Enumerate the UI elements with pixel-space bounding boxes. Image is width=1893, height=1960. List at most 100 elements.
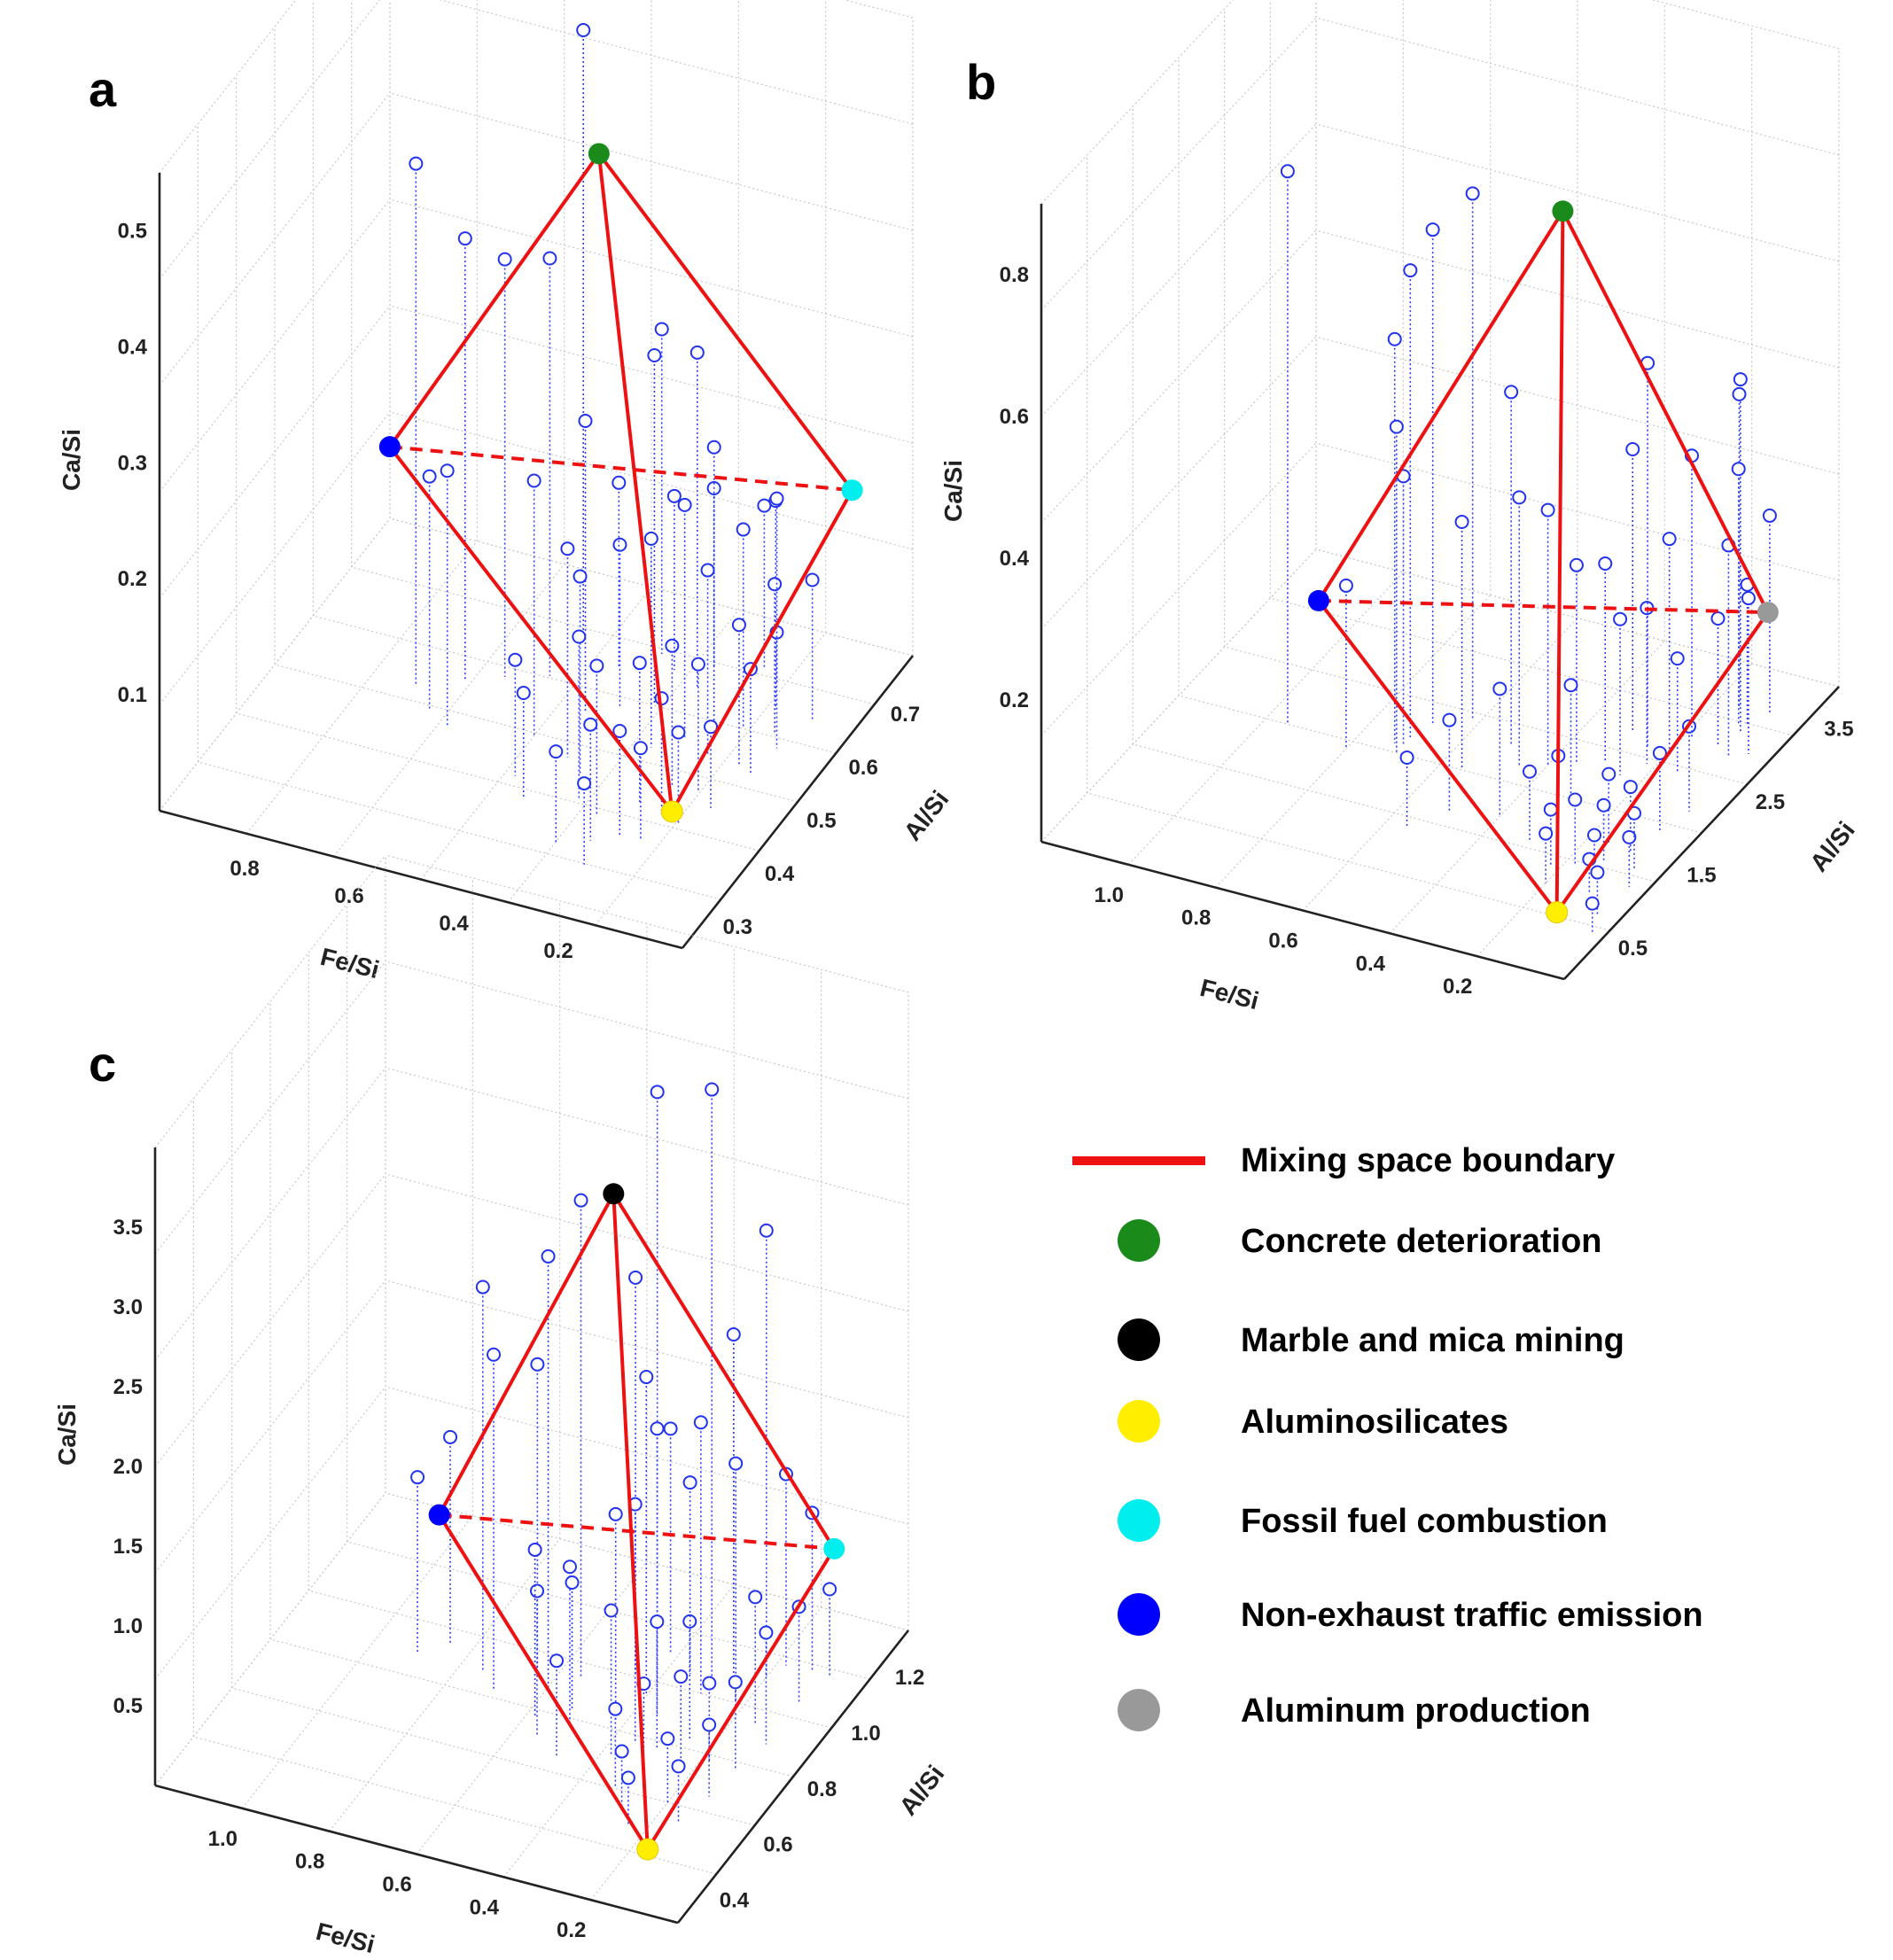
- data-point: [822, 1582, 837, 1597]
- panel-b-fe-tick: 0.2: [1443, 975, 1472, 999]
- data-point: [731, 618, 746, 633]
- data-point: [666, 488, 682, 503]
- data-point: [1387, 331, 1402, 346]
- panel-b-points: [1280, 164, 1777, 932]
- data-point: [1622, 829, 1637, 844]
- boundary-edge: [388, 152, 601, 448]
- end-member-marker: [1307, 589, 1329, 611]
- data-point: [1568, 792, 1583, 807]
- end-member-marker: [1757, 602, 1779, 624]
- plot-b: 1.0 0.8 0.6 0.4 0.2 0.5 1.5 2.5 3.5 0.2 0.4 0.6 0.8 F…: [939, 0, 1860, 1015]
- data-point: [702, 1676, 717, 1691]
- data-point: [728, 1675, 743, 1690]
- panel-c-ca-tick: 2.5: [113, 1375, 143, 1399]
- data-point: [508, 652, 523, 667]
- panel-c-axes: 1.0 0.8 0.6 0.4 0.2 0.4 0.6 0.8 1.0 1.2 0.5 1.0 1.5 2…: [53, 1147, 949, 1958]
- data-point: [1625, 442, 1640, 456]
- data-point: [562, 1559, 577, 1575]
- al-si-axis: [681, 655, 915, 949]
- fe-si-axis: [1040, 840, 1565, 981]
- data-point: [671, 1759, 686, 1774]
- legend-swatch: [1118, 1499, 1160, 1542]
- data-point: [650, 1421, 665, 1436]
- data-point: [1613, 611, 1628, 626]
- data-point: [487, 1347, 502, 1362]
- panel-a-boundary: [378, 143, 863, 823]
- data-point: [1762, 508, 1777, 523]
- data-point: [475, 1279, 490, 1295]
- panel-c-ca-tick: 0.5: [113, 1694, 143, 1718]
- data-point: [1652, 745, 1667, 760]
- data-point: [612, 723, 627, 738]
- data-point: [1539, 826, 1554, 841]
- panel-a-fe-tick: 0.8: [230, 857, 259, 881]
- boundary-edge: [1317, 599, 1559, 914]
- data-point: [632, 656, 647, 671]
- boundary-edge-dashed: [439, 1513, 835, 1551]
- boundary-edge: [1561, 210, 1770, 613]
- boundary-edge: [1555, 611, 1770, 914]
- data-point: [1563, 678, 1578, 693]
- data-point: [583, 717, 598, 732]
- legend-swatch: [1118, 1593, 1160, 1636]
- data-point: [700, 563, 715, 578]
- data-point: [1710, 611, 1726, 626]
- data-point: [1569, 557, 1584, 572]
- boundary-edge: [437, 1513, 650, 1851]
- plot-a: 0.8 0.6 0.4 0.2 0.3 0.4 0.5 0.6 0.7 0.1 0.2 0.3 0.4 0…: [58, 0, 954, 984]
- panel-a-al-tick: 0.3: [723, 915, 752, 939]
- panel-a-ca-tick: 0.3: [118, 451, 147, 475]
- data-point: [577, 776, 592, 791]
- data-point: [620, 1770, 635, 1785]
- end-member-marker: [428, 1504, 450, 1526]
- panel-c-label: c: [89, 1036, 116, 1092]
- boundary-edge-dashed: [1318, 598, 1768, 615]
- data-point: [1670, 651, 1685, 666]
- panel-c-fe-tick: 0.2: [557, 1918, 586, 1942]
- data-point: [1585, 896, 1600, 911]
- data-point: [1454, 514, 1469, 529]
- data-point: [647, 348, 662, 363]
- data-point: [769, 491, 784, 506]
- data-point: [573, 1193, 588, 1208]
- panel-a-ylabel: Al/Si: [899, 785, 954, 845]
- data-point: [1504, 385, 1519, 400]
- boundary-edge: [388, 445, 674, 813]
- data-point: [1596, 797, 1611, 813]
- end-member-marker: [603, 1183, 625, 1205]
- panel-c-fe-tick: 0.8: [295, 1850, 324, 1874]
- panel-b-zlabel: Ca/Si: [939, 460, 967, 522]
- data-point: [1741, 591, 1756, 606]
- panel-c-ca-tick: 3.5: [113, 1216, 143, 1240]
- data-point: [639, 1370, 654, 1385]
- data-point: [1492, 681, 1507, 696]
- data-point: [440, 463, 455, 478]
- data-point: [497, 252, 512, 267]
- panel-b-al-tick: 2.5: [1756, 790, 1785, 814]
- panel-a-zlabel: Ca/Si: [58, 429, 85, 491]
- data-point: [705, 1082, 720, 1097]
- fe-si-axis: [154, 1784, 679, 1925]
- panel-b-fe-tick: 1.0: [1095, 883, 1124, 907]
- panel-c-al-tick: 1.0: [851, 1722, 880, 1746]
- data-point: [643, 531, 658, 546]
- panel-c-boundary: [428, 1183, 845, 1861]
- data-point: [1442, 712, 1457, 727]
- panel-c-ylabel: Al/Si: [894, 1760, 950, 1820]
- data-point: [671, 725, 686, 740]
- end-member-marker: [588, 143, 610, 165]
- end-member-marker: [1552, 200, 1574, 222]
- plot-c: 1.0 0.8 0.6 0.4 0.2 0.4 0.6 0.8 1.0 1.2 0.5 1.0 1.5 2…: [53, 854, 949, 1958]
- data-point: [757, 498, 772, 513]
- panel-b-ca-tick: 0.6: [1000, 405, 1029, 429]
- data-point: [654, 322, 669, 337]
- data-point: [1399, 750, 1414, 765]
- end-member-marker: [823, 1537, 845, 1559]
- al-si-axis: [676, 1629, 910, 1924]
- boundary-edge: [597, 152, 854, 492]
- legend-label: Aluminosilicates: [1241, 1404, 1508, 1441]
- data-point: [674, 1669, 689, 1684]
- data-point: [560, 541, 575, 556]
- legend-swatch: [1118, 1689, 1160, 1731]
